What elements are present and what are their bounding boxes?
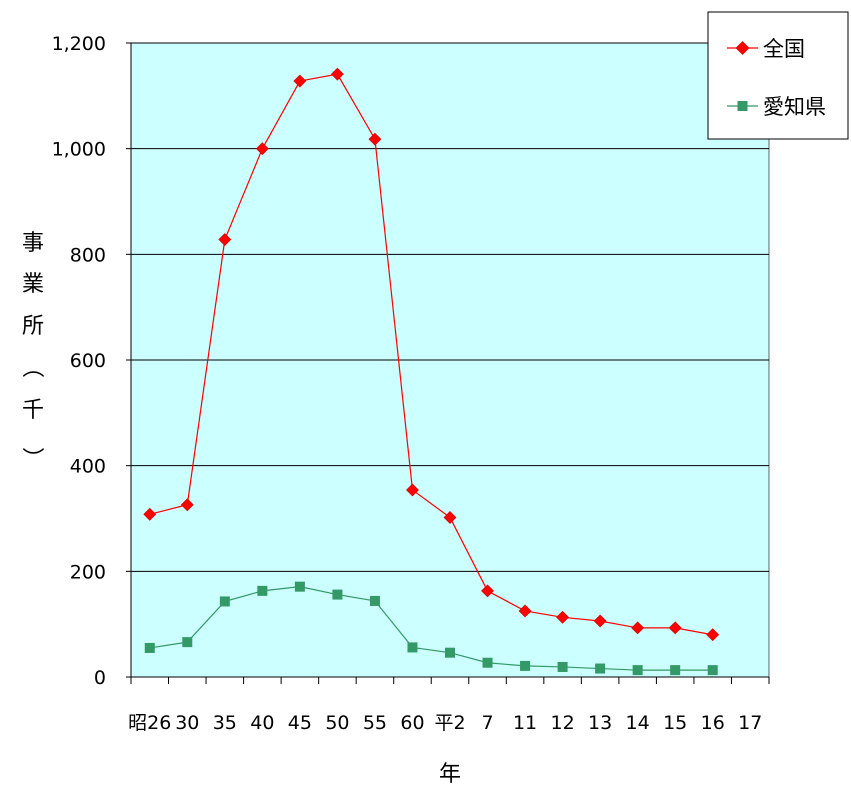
series-0-point-10 <box>518 604 532 618</box>
legend: 全国 愛知県 <box>707 11 849 140</box>
x-tick-label-6: 55 <box>363 712 387 734</box>
y-tick-label-2: 400 <box>70 456 106 478</box>
y-axis-title-char-3: （ <box>19 356 44 378</box>
series-0-point-2 <box>218 233 232 246</box>
y-axis-title-char-1: 業 <box>22 272 44 297</box>
x-tick-label-4: 45 <box>288 712 312 734</box>
y-tick-label-5: 1,000 <box>52 139 106 161</box>
series-0-point-11 <box>556 610 570 624</box>
y-axis-title-char-2: 所 <box>22 314 44 339</box>
series-0-point-1 <box>180 498 194 512</box>
series-0-point-8 <box>443 511 457 524</box>
legend-box <box>707 11 849 140</box>
series-1-point-11 <box>557 661 568 672</box>
y-axis-title-char-5: ） <box>19 447 44 469</box>
y-tick-label-6: 1,200 <box>52 33 106 55</box>
series-0-line <box>149 73 713 636</box>
series-layer <box>143 67 720 676</box>
x-tick-label-5: 50 <box>325 712 349 734</box>
y-tick-labels: 0 200 400 600 800 1,000 1,200 <box>52 33 106 689</box>
series-0-point-0 <box>143 507 157 521</box>
legend-marker-series-0 <box>735 41 750 55</box>
x-tick-label-12: 13 <box>588 712 612 734</box>
series-1-point-10 <box>520 660 531 671</box>
x-tick-label-0: 昭26 <box>128 712 171 734</box>
x-tick-label-14: 15 <box>663 712 687 734</box>
series-1-point-5 <box>332 589 343 600</box>
series-0-point-4 <box>293 74 307 88</box>
series-1 <box>144 581 718 676</box>
series-1-point-14 <box>670 665 681 676</box>
series-1-point-7 <box>407 642 418 653</box>
y-axis-title: 事業所 （ 千 ） <box>19 231 44 469</box>
series-0-point-13 <box>631 621 645 635</box>
series-0-point-14 <box>668 621 682 635</box>
series-1-line <box>149 586 713 671</box>
x-tick-label-10: 11 <box>513 712 537 734</box>
series-1-point-3 <box>257 585 268 596</box>
series-0-point-15 <box>706 628 720 642</box>
series-1-point-1 <box>182 637 193 648</box>
y-axis-title-char-4: 千 <box>22 398 44 423</box>
series-1-point-9 <box>482 657 493 668</box>
x-tick-label-13: 14 <box>626 712 650 734</box>
series-1-point-12 <box>595 663 606 674</box>
x-tick-label-8: 平2 <box>434 712 465 734</box>
axes <box>126 42 770 684</box>
y-tick-label-0: 0 <box>94 667 106 689</box>
series-1-point-13 <box>632 665 643 676</box>
series-1-point-6 <box>369 595 380 606</box>
x-tick-label-9: 7 <box>481 712 493 734</box>
x-tick-label-16: 17 <box>738 712 762 734</box>
legend-marker-series-1 <box>737 101 748 111</box>
x-tick-labels: 昭26 30 35 40 45 50 55 60 平2 7 11 12 13 14 15 16 17 <box>128 712 762 734</box>
series-1-point-8 <box>445 647 455 658</box>
x-tick-label-1: 30 <box>175 712 199 734</box>
series-1-point-15 <box>707 665 718 676</box>
series-1-point-0 <box>144 642 155 653</box>
x-tick-label-15: 16 <box>701 712 725 734</box>
legend-label-series-0: 全国 <box>763 37 805 61</box>
x-tick-label-7: 60 <box>400 712 424 734</box>
x-tick-label-3: 40 <box>250 712 274 734</box>
series-0 <box>143 67 720 642</box>
series-0-point-3 <box>255 142 269 156</box>
y-tick-label-1: 200 <box>70 561 106 583</box>
series-0-point-12 <box>593 614 607 628</box>
legend-label-series-1: 愛知県 <box>763 95 826 119</box>
y-axis-title-char-0: 事 <box>22 231 44 256</box>
series-0-point-6 <box>368 132 382 146</box>
series-0-point-9 <box>481 584 494 598</box>
y-tick-label-4: 800 <box>70 244 106 266</box>
gridlines <box>131 42 769 572</box>
series-1-point-2 <box>219 596 230 607</box>
x-tick-label-2: 35 <box>213 712 237 734</box>
y-tick-label-3: 600 <box>70 350 106 372</box>
series-1-point-4 <box>294 581 305 592</box>
x-tick-label-11: 12 <box>550 712 574 734</box>
x-axis-title: 年 <box>439 762 461 787</box>
series-0-point-5 <box>330 67 344 81</box>
series-0-point-7 <box>406 483 419 497</box>
